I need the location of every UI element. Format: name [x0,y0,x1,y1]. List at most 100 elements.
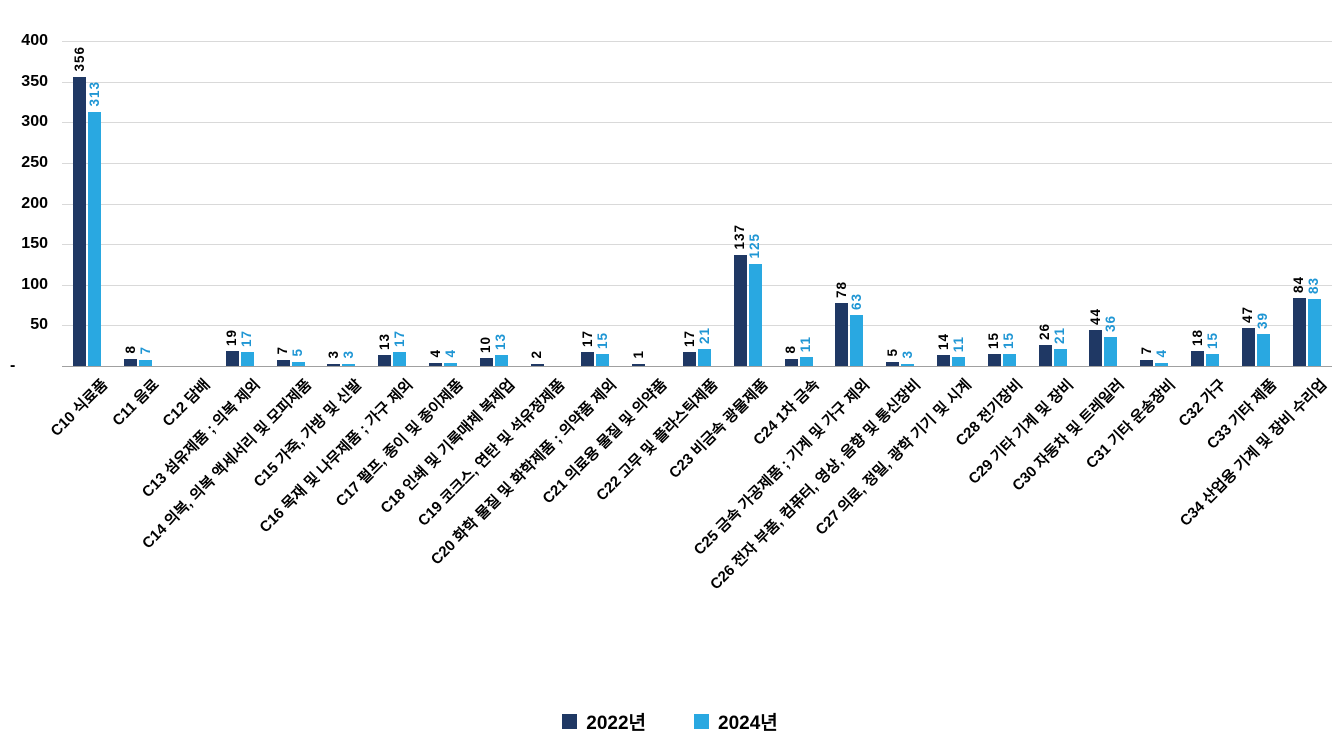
value-label: 21 [1052,326,1068,344]
value-label: 26 [1037,322,1053,340]
value-label: 125 [747,233,763,259]
value-label: 7 [137,346,153,355]
legend-swatch-2024-icon [694,714,709,729]
value-label: 15 [1204,331,1220,349]
value-label: 18 [1189,328,1205,346]
value-label: 8 [783,345,799,354]
y-axis-tick-label: 100 [21,276,48,293]
y-axis-tick-label: 250 [21,154,48,171]
value-label: 5 [884,348,900,357]
value-label: 78 [833,280,849,298]
y-axis-tick-label: 400 [21,32,48,49]
value-label: 47 [1240,305,1256,323]
value-label: 7 [1138,346,1154,355]
value-label: 11 [950,335,966,352]
bar-2024년 [1002,354,1016,366]
bar-2024년 [342,364,356,366]
value-label: 19 [224,328,240,346]
value-label: 17 [681,329,697,347]
value-label: 21 [696,326,712,344]
bar-2024년 [748,264,762,366]
legend-item-2022: 2022년 [562,708,646,735]
bar-2024년 [952,357,965,366]
legend-label-2024: 2024년 [718,713,778,734]
value-label: 3 [340,350,356,359]
bar-2022년 [73,77,87,366]
bar-2024년 [444,363,457,366]
value-label: 44 [1087,307,1103,325]
bar-2024년 [88,112,102,366]
bar-2022년 [784,359,798,366]
bar-2022년 [276,360,290,366]
chart-legend: 2022년 2024년 [0,708,1340,735]
value-label: 11 [798,335,814,352]
bar-2022년 [479,358,493,366]
value-label: 17 [239,329,255,347]
x-axis-category-label: C20 화학 물질 및 화학제품 ; 의약품 제외 [427,376,620,569]
bar-2024년 [698,349,711,366]
value-label: 356 [71,46,87,72]
legend-label-2022: 2022년 [586,713,646,734]
value-label: 83 [1306,276,1322,294]
value-label: 137 [732,224,748,250]
bar-2022년 [733,255,747,366]
value-label: 7 [275,346,291,355]
bar-2024년 [393,352,407,366]
y-axis-tick-label: 150 [21,235,48,252]
y-axis-tick-label: - [10,357,16,374]
value-label: 4 [1153,349,1169,358]
value-label: 5 [290,348,306,357]
bar-2022년 [1089,330,1103,366]
bar-2022년 [632,364,646,366]
bar-2022년 [937,355,950,366]
bar-2024년 [1104,337,1118,366]
gridline [62,285,1332,286]
value-label: 1 [630,350,646,359]
bar-2024년 [596,354,610,366]
value-label: 2 [529,350,545,359]
gridline [62,325,1332,326]
y-axis-tick-label: 200 [21,195,48,212]
bar-2022년 [225,351,239,366]
value-label: 39 [1255,311,1271,329]
value-label: 84 [1291,275,1307,293]
bar-2022년 [886,362,900,366]
gridline [62,122,1332,123]
value-label: 15 [1001,331,1017,349]
bar-2024년 [1307,299,1321,366]
bar-2022년 [429,363,442,366]
bar-2024년 [1155,363,1169,366]
value-label: 15 [594,331,610,349]
gridline [62,163,1332,164]
bar-2022년 [1191,351,1204,366]
bar-2024년 [494,355,508,366]
gridline [62,41,1332,42]
value-label: 10 [478,335,494,353]
value-label: 15 [986,331,1002,349]
y-axis-tick-label: 300 [21,113,48,130]
y-axis-tick-label: 350 [21,73,48,90]
bar-2022년 [124,359,138,366]
bar-2022년 [581,352,595,366]
value-label: 14 [935,332,951,350]
x-axis-category-label: C10 식료품 [47,376,112,440]
gridline [62,204,1332,205]
bar-2022년 [683,352,696,366]
x-axis-category-label: C11 음료 [108,376,163,430]
bar-2024년 [139,360,153,366]
x-axis-line [62,366,1332,367]
legend-swatch-2022-icon [562,714,578,729]
legend-item-2024: 2024년 [694,708,778,735]
bar-2022년 [987,354,1001,366]
gridline [62,82,1332,83]
value-label: 36 [1102,314,1118,332]
value-label: 13 [376,332,392,350]
bar-2024년 [799,357,813,366]
bar-2022년 [530,364,544,366]
gridline [62,244,1332,245]
bar-2024년 [850,315,864,366]
bar-2022년 [835,303,849,366]
value-label: 313 [86,81,102,107]
bar-2022년 [1241,328,1255,366]
